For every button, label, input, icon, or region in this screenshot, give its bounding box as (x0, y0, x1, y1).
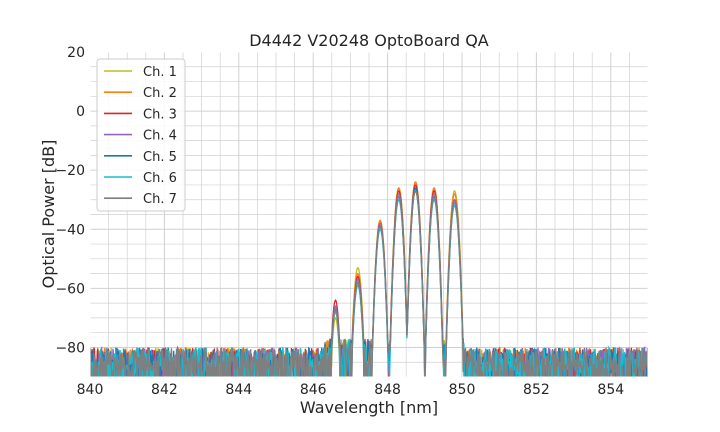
x-tick-label: 848 (374, 382, 401, 398)
plot-frame (89, 51, 649, 378)
y-axis-label: Optical Power [dB] (39, 140, 58, 289)
legend-label: Ch. 3 (143, 107, 177, 122)
y-tick-label: −60 (55, 281, 85, 297)
y-tick-label: −20 (55, 163, 85, 179)
x-tick-label: 854 (597, 382, 624, 398)
x-tick-labels: 840 842 844 846 848 850 852 854 (77, 382, 625, 398)
legend-label: Ch. 5 (143, 150, 177, 165)
legend: Ch. 1 Ch. 2 Ch. 3 Ch. 4 Ch. 5 Ch. 6 Ch. 7 (96, 58, 186, 212)
x-axis-label: Wavelength [nm] (300, 398, 438, 417)
x-tick-label: 844 (225, 382, 252, 398)
plot-area (90, 181, 648, 377)
x-tick-label: 840 (77, 382, 104, 398)
y-tick-label: 20 (67, 45, 85, 61)
legend-label: Ch. 4 (143, 129, 177, 144)
legend-label: Ch. 6 (143, 171, 177, 186)
series-line-ch6 (90, 190, 648, 377)
y-tick-labels: 20 0 −20 −40 −60 −80 (55, 45, 85, 356)
legend-box (96, 58, 186, 212)
y-tick-label: 0 (76, 104, 85, 120)
x-tick-label: 850 (449, 382, 476, 398)
x-tick-label: 852 (523, 382, 550, 398)
legend-label: Ch. 1 (143, 65, 177, 80)
x-tick-label: 846 (300, 382, 327, 398)
chart-title: D4442 V20248 OptoBoard QA (249, 31, 489, 50)
y-tick-label: −40 (55, 222, 85, 238)
legend-label: Ch. 2 (143, 86, 177, 101)
y-tick-label: −80 (55, 340, 85, 356)
x-tick-label: 842 (151, 382, 178, 398)
legend-label: Ch. 7 (143, 192, 177, 207)
series-line-ch7 (90, 190, 648, 377)
